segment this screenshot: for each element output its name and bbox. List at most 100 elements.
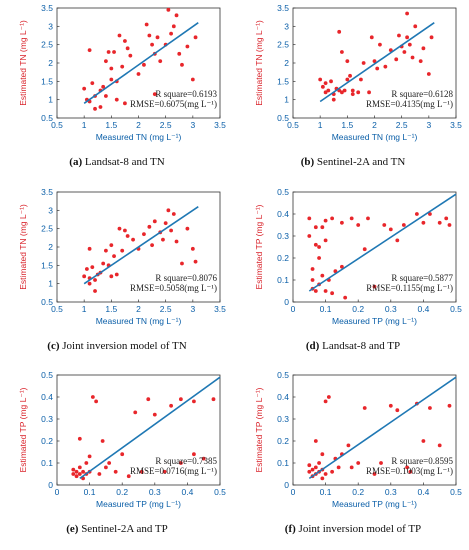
data-point: [348, 73, 352, 78]
data-point: [180, 261, 184, 266]
x-tick-label: 0: [291, 487, 296, 497]
data-point: [382, 223, 387, 227]
data-point: [320, 476, 325, 481]
data-point: [147, 224, 152, 229]
x-axis-label: Measured TP (mg L⁻¹): [332, 316, 417, 326]
x-tick-label: 3: [426, 120, 431, 130]
panel-c: 0.5 1 1.5 2 2.5 3 3.5 0.5 1 1.5 2 2.5 3 3.5 Measured T…: [18, 187, 226, 352]
x-tick-label: 3.5: [214, 120, 226, 130]
data-point: [331, 97, 336, 102]
y-tick-label: 0.1: [277, 458, 289, 468]
panel-d: 0 0.1 0.2 0.3 0.4 0.5 0 0.1 0.2 0.3 0.4 0.5 Measured…: [254, 187, 462, 352]
data-point: [317, 256, 321, 260]
data-point: [367, 90, 371, 95]
x-axis-label: Measured TN (mg L⁻¹): [96, 316, 182, 326]
caption-text: Sentinel-2A and TP: [78, 523, 167, 535]
data-point: [437, 220, 442, 225]
data-point: [407, 42, 412, 47]
data-point: [394, 57, 399, 62]
x-tick-label: 0.5: [214, 487, 226, 497]
x-tick-label: 0.2: [352, 304, 364, 314]
panel-a: 0.5 1 1.5 2 2.5 3 3.5 0.5 1 1.5 2 2.5 3 3.5 Measured T…: [18, 3, 226, 168]
data-point: [126, 474, 131, 479]
data-point: [185, 44, 190, 49]
data-point: [171, 212, 176, 216]
y-axis-label: Estimated TN (mg L⁻¹): [18, 20, 28, 106]
y-tick-label: 1: [48, 95, 53, 105]
data-point: [97, 472, 102, 476]
data-point: [320, 84, 325, 89]
data-point: [323, 238, 328, 243]
x-tick-label: 1.5: [105, 120, 117, 130]
x-axis-label: Measured TN (mg L⁻¹): [96, 132, 182, 142]
data-point: [101, 261, 106, 266]
y-axis-label: Estimated TP (mg L⁻¹): [18, 387, 28, 472]
data-point: [192, 399, 196, 404]
data-point: [447, 403, 452, 408]
caption-letter: (d): [306, 340, 320, 352]
data-point: [428, 406, 432, 410]
x-tick-label: 0.5: [51, 304, 63, 314]
data-point: [109, 77, 114, 82]
data-point: [117, 33, 122, 38]
data-point: [90, 265, 95, 270]
data-point: [128, 53, 133, 58]
x-axis-label: Measured TN (mg L⁻¹): [332, 132, 418, 142]
fit-line: [308, 376, 457, 480]
data-point: [405, 35, 409, 40]
data-point: [307, 216, 312, 221]
data-point: [401, 223, 406, 227]
data-point: [174, 239, 179, 244]
data-point: [429, 35, 434, 40]
data-point: [71, 467, 76, 472]
data-point: [114, 97, 119, 102]
y-axis-label: Estimated TP (mg L⁻¹): [254, 387, 264, 472]
r-square-label: R square=0.5877: [391, 273, 453, 283]
data-point: [426, 72, 431, 76]
data-point: [362, 406, 367, 410]
data-point: [359, 77, 363, 82]
x-tick-label: 2: [136, 120, 141, 130]
x-tick-label: 0.1: [320, 487, 332, 497]
data-point: [313, 439, 318, 443]
panel-e: 0 0.1 0.2 0.3 0.4 0.5 0 0.1 0.2 0.3 0.4 0.5 Measured…: [18, 370, 226, 535]
y-tick-label: 3: [48, 205, 53, 215]
data-point: [379, 461, 383, 465]
y-tick-label: 0.5: [41, 297, 53, 307]
data-point: [329, 79, 333, 84]
data-point: [107, 461, 112, 465]
y-tick-label: 0.5: [41, 113, 53, 123]
data-point: [166, 208, 171, 213]
data-point: [310, 267, 315, 271]
fit-line: [83, 206, 199, 285]
data-point: [405, 11, 409, 16]
data-point: [163, 221, 168, 226]
x-tick-label: 1.5: [105, 304, 117, 314]
y-tick-label: 0.1: [277, 275, 289, 285]
data-point: [323, 81, 328, 86]
data-point: [185, 226, 190, 231]
y-tick-label: 2.5: [277, 40, 289, 50]
data-point: [408, 469, 413, 474]
x-axis-label: Measured TP (mg L⁻¹): [332, 499, 417, 509]
y-tick-label: 0.5: [277, 187, 289, 197]
data-point: [383, 64, 388, 69]
y-tick-label: 0.2: [277, 436, 289, 446]
data-point: [437, 443, 442, 448]
data-point: [447, 223, 452, 227]
y-tick-label: 3.5: [277, 3, 289, 13]
data-point: [397, 33, 401, 38]
data-point: [106, 50, 111, 54]
data-point: [313, 225, 318, 230]
data-point: [174, 13, 179, 18]
data-point: [388, 403, 393, 408]
data-point: [133, 410, 138, 415]
data-point: [402, 50, 407, 54]
panel-caption: (a) Landsat-8 and TN: [69, 156, 164, 168]
data-point: [413, 24, 418, 29]
rmse-label: RMSE=0.4135(mg L⁻¹): [366, 99, 453, 109]
data-point: [362, 247, 367, 252]
data-point: [178, 397, 183, 402]
r-square-label: R square=0.6128: [391, 89, 453, 99]
